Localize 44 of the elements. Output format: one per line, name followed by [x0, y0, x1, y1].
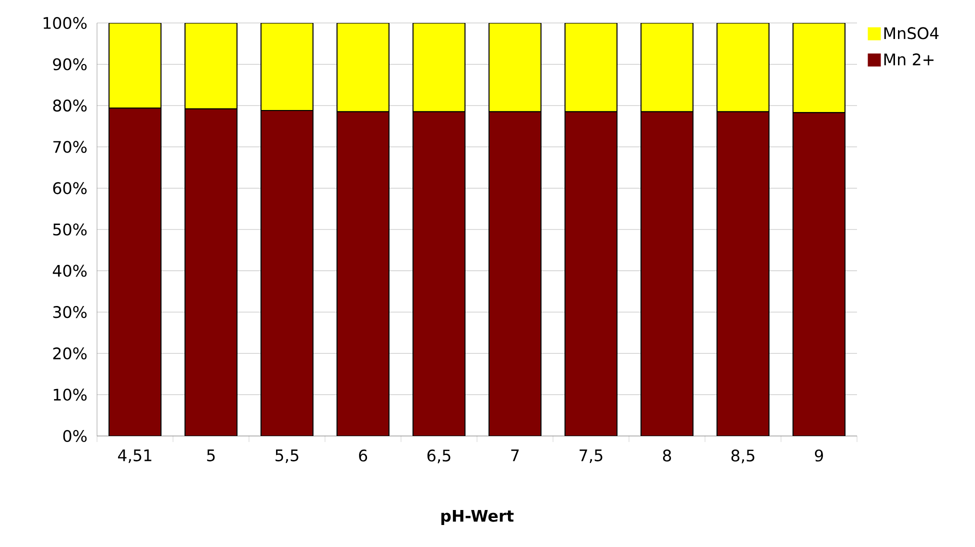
bar	[184, 22, 238, 110]
x-tick-label: 5,5	[276, 449, 298, 463]
x-axis-title: pH-Wert	[441, 510, 514, 525]
bar	[260, 22, 314, 112]
legend-label: Mn 2+	[884, 53, 934, 66]
bar	[260, 110, 314, 436]
x-tick-label: 8	[663, 450, 671, 462]
y-tick-label: 30%	[53, 306, 87, 318]
x-tick-label: 9	[814, 450, 823, 462]
y-tick-label: 100%	[44, 16, 87, 30]
y-tick-label: 40%	[52, 264, 87, 277]
x-tick-label: 8,5	[731, 450, 754, 464]
x-tick-label: 4,51	[118, 449, 152, 463]
bar	[792, 22, 846, 114]
bar	[336, 22, 390, 112]
y-tick-label: 80%	[53, 100, 87, 112]
bar	[488, 22, 542, 112]
y-tick-label: 60%	[53, 182, 87, 194]
bar	[640, 111, 694, 436]
y-tick-label: 10%	[54, 388, 87, 401]
bar	[184, 108, 238, 436]
y-tick-label: 50%	[53, 223, 87, 236]
y-tick-label: 20%	[53, 347, 87, 360]
bar	[716, 111, 770, 436]
bar	[792, 112, 846, 436]
bar	[108, 22, 162, 109]
legend-label: MnSO4	[884, 27, 939, 40]
x-tick-label: 7,5	[580, 449, 602, 463]
x-tick-label: 7	[511, 449, 519, 462]
bar	[564, 111, 618, 436]
x-tick-label: 6	[359, 450, 368, 462]
x-tick-label: 6,5	[427, 450, 450, 464]
y-tick-label: 70%	[53, 140, 87, 153]
bar	[412, 111, 466, 436]
y-tick-label: 0%	[63, 430, 87, 442]
bar	[488, 111, 542, 436]
bar	[640, 22, 694, 112]
bar	[108, 108, 162, 436]
bar	[716, 22, 770, 112]
x-tick-label: 5	[207, 449, 215, 462]
bar	[336, 111, 390, 436]
y-tick-label: 90%	[53, 58, 87, 70]
bar	[564, 22, 618, 112]
bar	[412, 22, 466, 112]
